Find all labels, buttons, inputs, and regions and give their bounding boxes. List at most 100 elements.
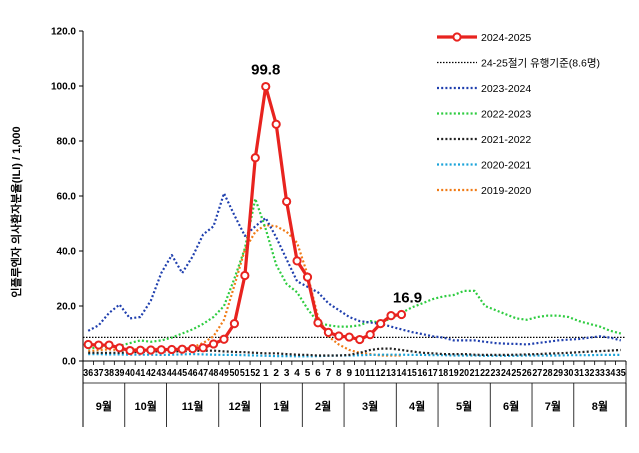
x-tick-label: 14 [397, 368, 407, 379]
series-point [313, 318, 323, 328]
x-tick-label: 39 [115, 368, 125, 379]
x-tick-label: 12 [376, 368, 386, 379]
x-axis-month-labels: 9월 10월 11월 12월 1월 2월 3월 4월 5월 6월 7월 8월 [96, 399, 608, 413]
x-tick-label: 31 [574, 368, 584, 379]
x-tick-label: 16 [417, 368, 427, 379]
month-label: 11월 [182, 399, 204, 413]
series-point [302, 272, 313, 282]
series-point [240, 270, 250, 281]
series-point [250, 153, 260, 163]
x-tick-label: 45 [177, 368, 187, 379]
series-line [88, 84, 402, 353]
series-point [282, 196, 292, 207]
x-tick-label: 6 [315, 368, 321, 379]
y-tick-label: 0.0 [62, 357, 76, 368]
month-label: 12월 [228, 399, 250, 413]
series-point [104, 340, 114, 350]
month-label: 2월 [315, 399, 331, 413]
month-label: 4월 [409, 399, 425, 413]
x-tick-label: 46 [188, 368, 198, 379]
x-tick-label: 37 [94, 368, 104, 379]
legend-marker [452, 32, 462, 42]
series-point [261, 81, 271, 92]
axis-lines [82, 31, 627, 427]
x-tick-label: 32 [585, 368, 595, 379]
series-point [198, 343, 208, 353]
y-tick-label: 80.0 [57, 137, 77, 148]
series-point [188, 344, 198, 354]
series-lines [83, 81, 622, 358]
x-tick-label: 41 [136, 368, 146, 379]
y-tick-label: 40.0 [57, 247, 77, 258]
peak-value-label: 99.8 [251, 62, 280, 79]
series-point [114, 343, 125, 353]
series-point [219, 334, 229, 344]
series-point [229, 319, 240, 329]
month-label: 7월 [545, 399, 561, 413]
y-tick-label: 120.0 [51, 27, 76, 38]
legend-label: 2020-2021 [481, 159, 531, 171]
x-tick-label: 24 [501, 368, 511, 379]
x-tick-label: 13 [386, 368, 396, 379]
x-tick-label: 35 [616, 368, 626, 379]
y-axis-label: 인플루엔자 의사환자분율(ILI) / 1,000 [9, 126, 23, 297]
series-point [208, 339, 219, 349]
x-tick-label: 1 [263, 368, 269, 379]
month-label: 10월 [134, 399, 156, 413]
x-tick-label: 36 [83, 368, 93, 379]
series-line [88, 347, 621, 357]
series-line [88, 197, 622, 350]
series-line [87, 192, 622, 346]
series-point [167, 344, 177, 355]
x-tick-label: 51 [240, 368, 250, 379]
series-point [334, 331, 344, 341]
month-label: 6월 [503, 399, 519, 413]
series-point [146, 345, 156, 355]
month-label: 9월 [96, 399, 112, 413]
x-tick-label: 2 [273, 368, 279, 379]
legend-label: 24-25절기 유행기준(8.6명) [481, 56, 600, 69]
month-label: 1월 [273, 399, 289, 413]
x-tick-label: 26 [522, 368, 532, 379]
series-point [177, 344, 187, 354]
x-axis-week-ticks: 36 37 38 39 40 41 42 43 44 45 46 47 48 49 50 51 52 1 2 3 4 5 6… [83, 368, 626, 379]
legend-label: 2023-2024 [481, 83, 531, 95]
x-tick-label: 25 [511, 368, 521, 379]
x-tick-label: 50 [229, 368, 239, 379]
series-point [83, 339, 93, 350]
series-point [323, 327, 333, 337]
y-axis-ticks: 0.0 20.0 40.0 60.0 80.0 100.0 120.0 [51, 27, 83, 368]
x-tick-label: 47 [198, 368, 208, 379]
x-tick-label: 44 [167, 368, 177, 379]
x-tick-label: 18 [438, 368, 448, 379]
x-tick-label: 30 [564, 368, 574, 379]
series-line [88, 223, 402, 357]
x-tick-label: 8 [336, 368, 342, 379]
series-point [271, 119, 281, 129]
x-tick-label: 17 [428, 368, 438, 379]
peak-value-label: 16.9 [393, 290, 422, 307]
x-tick-label: 42 [146, 368, 156, 379]
month-label: 3월 [362, 399, 378, 413]
x-tick-label: 9 [346, 368, 352, 379]
series-point [376, 319, 386, 329]
x-tick-label: 21 [470, 368, 480, 379]
x-tick-label: 27 [532, 368, 542, 379]
legend-label: 2019-2020 [481, 185, 531, 197]
series-point [135, 345, 146, 355]
series-point [355, 334, 365, 345]
y-tick-label: 20.0 [57, 302, 77, 313]
x-tick-label: 49 [219, 368, 229, 379]
series-point [386, 311, 396, 321]
series-point [125, 345, 135, 356]
month-label: 5월 [456, 399, 472, 413]
x-tick-label: 33 [595, 368, 605, 379]
series-line [88, 353, 621, 358]
peak-annotations: 99.8 16.9 [251, 62, 422, 307]
y-tick-label: 100.0 [51, 82, 76, 93]
series-point [156, 345, 166, 355]
x-tick-label: 34 [605, 368, 615, 379]
x-tick-label: 19 [449, 368, 459, 379]
x-tick-label: 28 [543, 368, 553, 379]
x-tick-label: 3 [284, 368, 290, 379]
